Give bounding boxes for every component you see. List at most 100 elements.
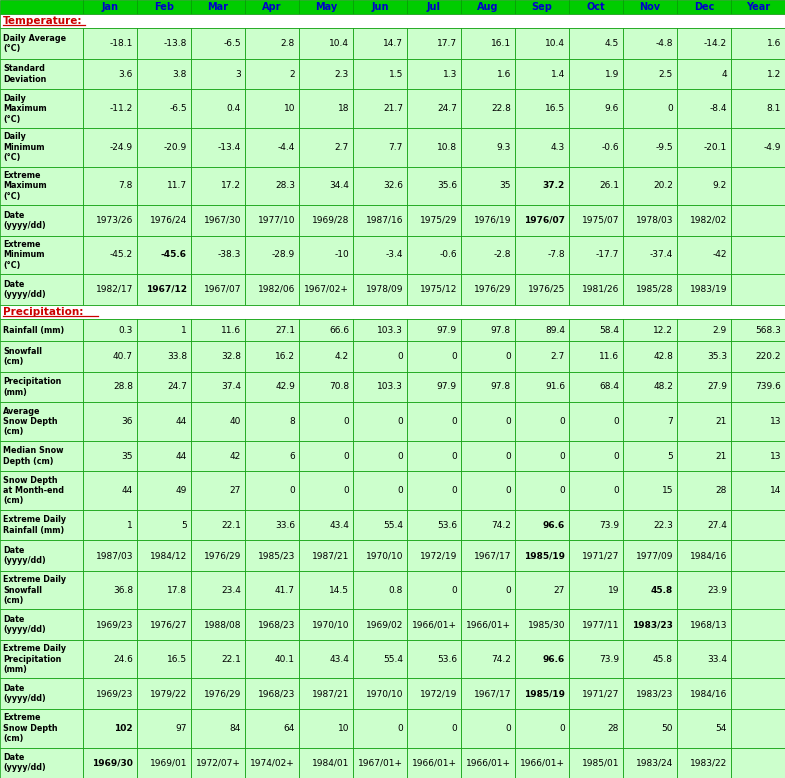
Text: 37.4: 37.4 xyxy=(221,383,241,391)
Bar xyxy=(245,274,299,305)
Bar xyxy=(299,29,353,59)
Bar xyxy=(137,59,191,89)
Bar xyxy=(407,640,461,678)
Bar xyxy=(299,571,353,609)
Bar xyxy=(461,609,515,640)
Text: 1984/16: 1984/16 xyxy=(690,689,727,698)
Text: -37.4: -37.4 xyxy=(650,251,673,259)
Bar xyxy=(731,59,785,89)
Text: 1969/02: 1969/02 xyxy=(366,620,403,629)
Text: 0: 0 xyxy=(343,486,349,495)
Bar xyxy=(83,709,137,748)
Bar xyxy=(461,236,515,274)
Text: 0: 0 xyxy=(451,451,457,461)
Text: Apr: Apr xyxy=(262,2,282,12)
Bar xyxy=(623,0,677,14)
Text: 1985/28: 1985/28 xyxy=(636,285,673,294)
Bar xyxy=(407,236,461,274)
Bar xyxy=(407,541,461,571)
Bar xyxy=(83,342,137,372)
Bar xyxy=(191,678,245,709)
Bar xyxy=(353,510,407,541)
Bar xyxy=(0,471,83,510)
Text: 49: 49 xyxy=(176,486,187,495)
Bar xyxy=(137,319,191,342)
Bar xyxy=(83,29,137,59)
Text: 1979/22: 1979/22 xyxy=(150,689,187,698)
Text: 0: 0 xyxy=(667,104,673,113)
Bar xyxy=(407,319,461,342)
Bar xyxy=(83,678,137,709)
Bar xyxy=(191,441,245,471)
Text: Snow Depth
at Month-end
(cm): Snow Depth at Month-end (cm) xyxy=(3,475,64,506)
Text: 9.6: 9.6 xyxy=(604,104,619,113)
Bar xyxy=(0,305,785,319)
Bar xyxy=(515,166,569,205)
Bar xyxy=(569,372,623,402)
Bar xyxy=(407,89,461,128)
Bar xyxy=(515,571,569,609)
Text: -3.4: -3.4 xyxy=(385,251,403,259)
Bar xyxy=(677,0,731,14)
Bar xyxy=(515,342,569,372)
Text: 22.3: 22.3 xyxy=(653,520,673,530)
Text: 1985/30: 1985/30 xyxy=(528,620,565,629)
Text: -17.7: -17.7 xyxy=(596,251,619,259)
Bar xyxy=(677,236,731,274)
Text: -6.5: -6.5 xyxy=(224,39,241,48)
Text: 9.3: 9.3 xyxy=(497,143,511,152)
Bar xyxy=(0,372,83,402)
Bar xyxy=(515,748,569,778)
Bar xyxy=(245,342,299,372)
Bar xyxy=(515,709,569,748)
Text: 32.8: 32.8 xyxy=(221,352,241,361)
Text: 1982/17: 1982/17 xyxy=(96,285,133,294)
Text: 0.8: 0.8 xyxy=(389,586,403,594)
Bar xyxy=(569,510,623,541)
Bar xyxy=(731,640,785,678)
Text: 97.8: 97.8 xyxy=(491,383,511,391)
Text: 0: 0 xyxy=(397,486,403,495)
Bar xyxy=(0,402,83,441)
Text: 4.3: 4.3 xyxy=(551,143,565,152)
Bar xyxy=(515,372,569,402)
Bar xyxy=(83,402,137,441)
Bar xyxy=(623,166,677,205)
Bar xyxy=(569,709,623,748)
Bar xyxy=(515,0,569,14)
Bar xyxy=(461,571,515,609)
Text: -45.2: -45.2 xyxy=(110,251,133,259)
Text: -11.2: -11.2 xyxy=(110,104,133,113)
Text: 1970/10: 1970/10 xyxy=(366,689,403,698)
Text: 2.3: 2.3 xyxy=(334,70,349,79)
Text: 11.6: 11.6 xyxy=(599,352,619,361)
Text: Extreme
Minimum
(°C): Extreme Minimum (°C) xyxy=(3,240,45,270)
Text: 1978/09: 1978/09 xyxy=(366,285,403,294)
Bar xyxy=(623,274,677,305)
Text: 74.2: 74.2 xyxy=(491,654,511,664)
Bar xyxy=(137,471,191,510)
Bar xyxy=(245,319,299,342)
Text: 28: 28 xyxy=(608,724,619,733)
Bar xyxy=(623,678,677,709)
Bar xyxy=(353,441,407,471)
Text: 45.8: 45.8 xyxy=(651,586,673,594)
Bar xyxy=(461,166,515,205)
Bar xyxy=(623,609,677,640)
Bar xyxy=(515,510,569,541)
Text: 13: 13 xyxy=(769,451,781,461)
Text: 0: 0 xyxy=(506,451,511,461)
Text: 26.1: 26.1 xyxy=(599,181,619,191)
Text: 1987/21: 1987/21 xyxy=(312,551,349,560)
Text: 68.4: 68.4 xyxy=(599,383,619,391)
Text: 0: 0 xyxy=(613,417,619,426)
Text: Date
(yyyy/dd): Date (yyyy/dd) xyxy=(3,280,46,300)
Text: 1976/25: 1976/25 xyxy=(528,285,565,294)
Text: 44: 44 xyxy=(122,486,133,495)
Text: Date
(yyyy/dd): Date (yyyy/dd) xyxy=(3,615,46,634)
Text: -0.6: -0.6 xyxy=(440,251,457,259)
Bar xyxy=(677,128,731,166)
Bar xyxy=(353,274,407,305)
Bar xyxy=(677,29,731,59)
Text: Sep: Sep xyxy=(531,2,553,12)
